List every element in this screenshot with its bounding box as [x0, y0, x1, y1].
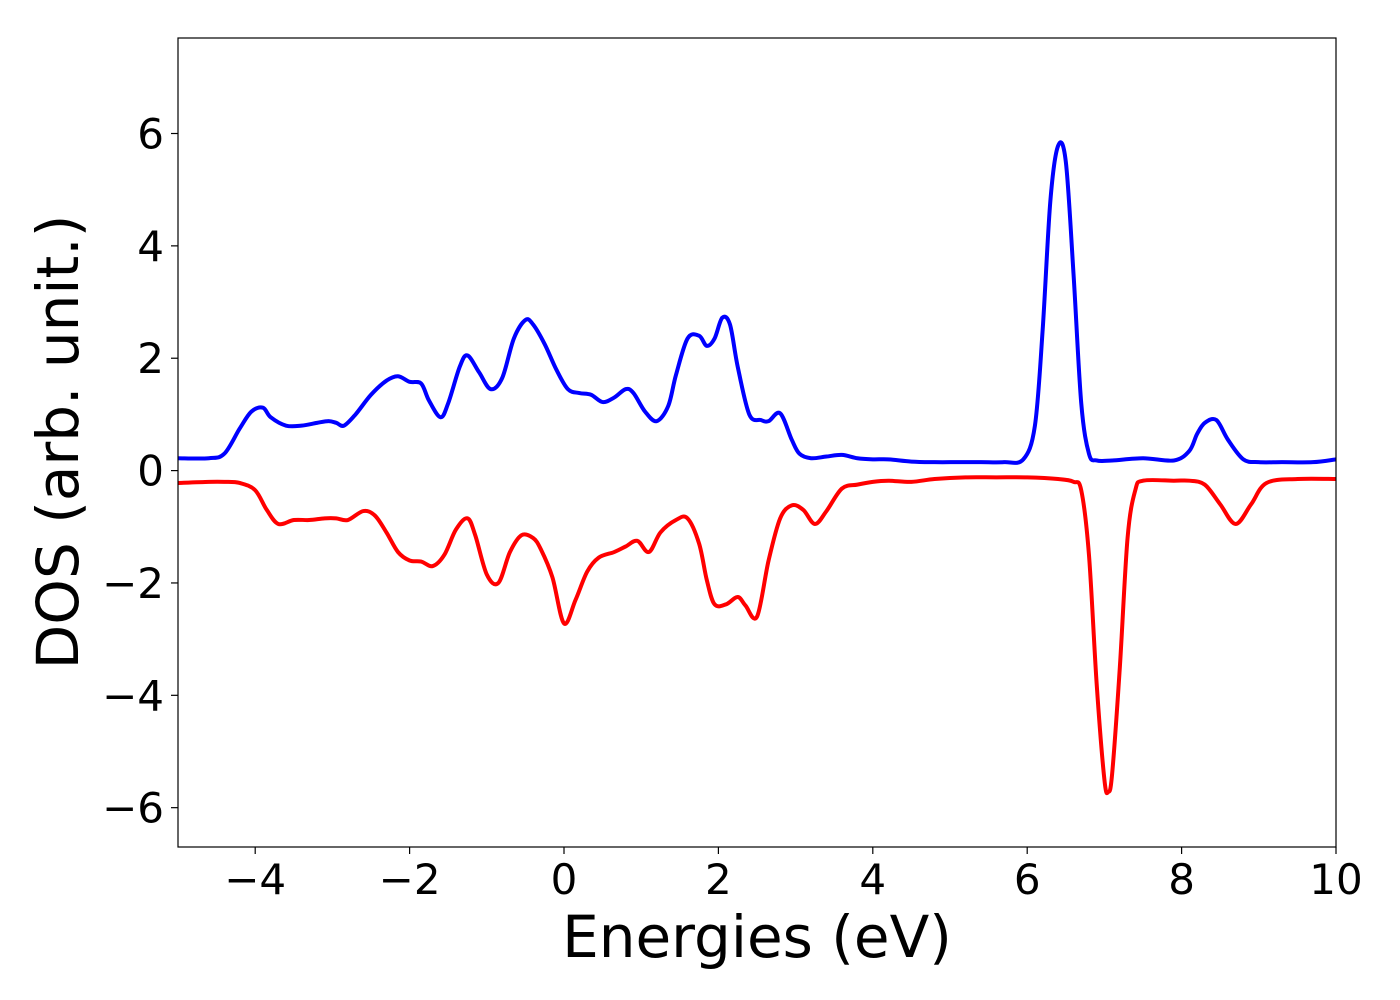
series-line-1 [178, 140, 1336, 465]
x-tick-label: 6 [1014, 855, 1041, 904]
x-axis-label: Energies (eV) [562, 903, 952, 971]
x-tick-label: 2 [705, 855, 732, 904]
x-tick-label: 10 [1309, 855, 1362, 904]
x-tick-label: 0 [551, 855, 578, 904]
plot-area [177, 37, 1337, 848]
y-tick-label: 0 [137, 447, 164, 496]
x-tick-label: 4 [859, 855, 886, 904]
x-tick-label: 8 [1168, 855, 1195, 904]
y-tick-label: 6 [137, 110, 164, 159]
plot-frame [177, 37, 1337, 848]
y-tick-label: 4 [137, 222, 164, 271]
y-axis-label: DOS (arb. unit.) [24, 215, 92, 670]
y-tick-labels: −6 −4 −2 0 2 4 6 [102, 110, 164, 833]
x-tick-label: −2 [379, 855, 441, 904]
y-tick-label: −2 [102, 559, 164, 608]
series-line-2 [178, 475, 1336, 796]
y-tick-label: −6 [102, 784, 164, 833]
x-tick-label: −4 [224, 855, 286, 904]
tick-marks [171, 132, 1337, 854]
y-tick-label: −4 [102, 671, 164, 720]
x-tick-labels: −4 −2 0 2 4 6 8 10 [224, 855, 1362, 904]
y-tick-label: 2 [137, 334, 164, 383]
